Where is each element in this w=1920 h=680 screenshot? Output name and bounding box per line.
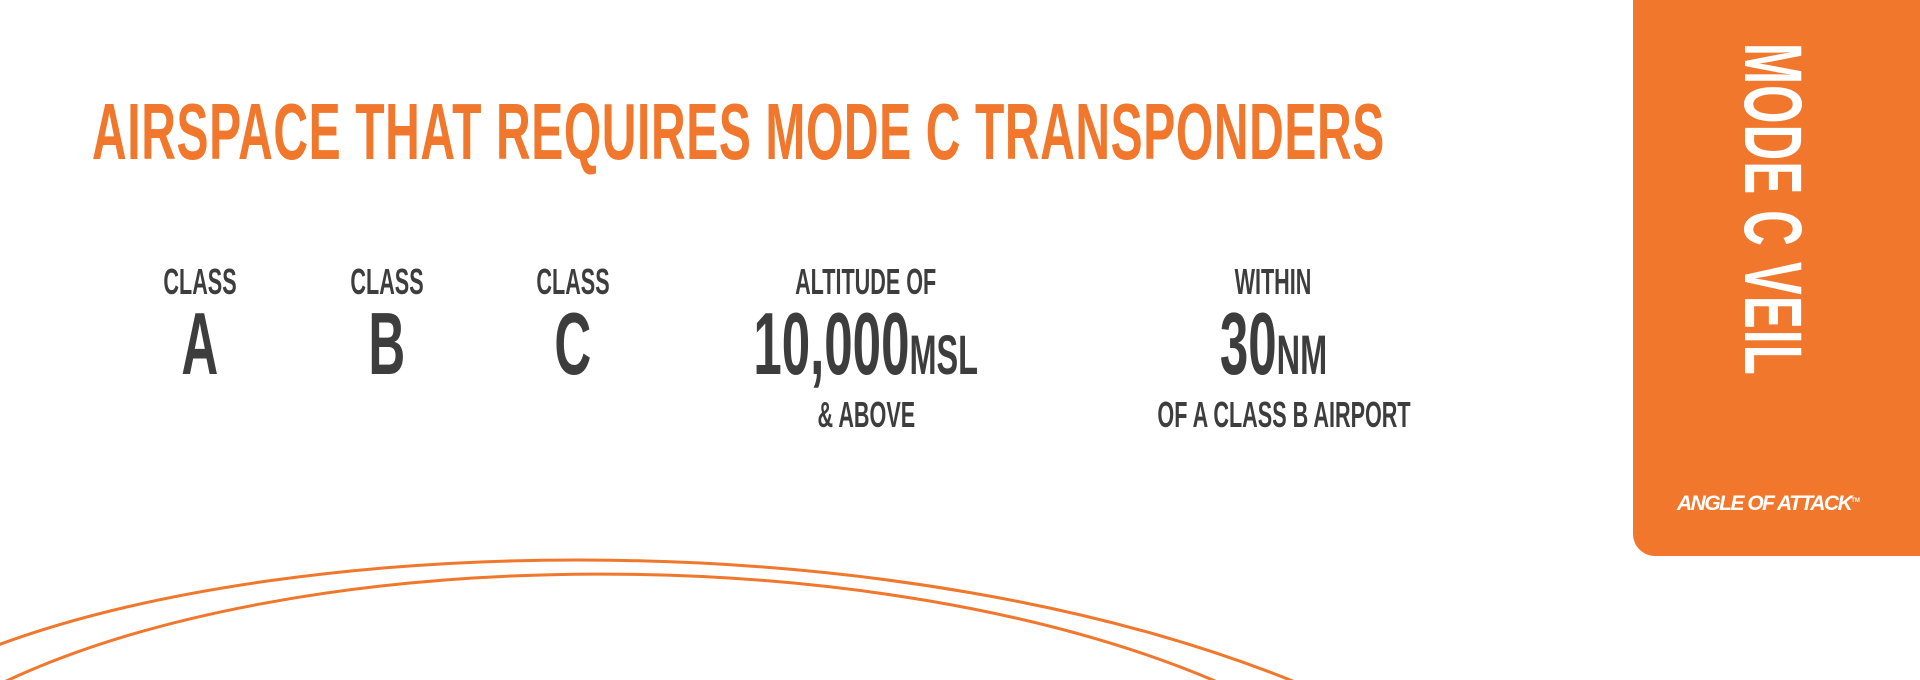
class-label: CLASS [536,261,610,302]
class-value: C [554,294,592,393]
class-c-column: CLASS C [373,261,773,393]
class-label: CLASS [163,261,237,302]
altitude-value: 10,000MSL [754,300,979,395]
class-b-column: CLASS B [187,261,587,393]
class-value: B [368,294,406,393]
angle-of-attack-logo: ANGLE OF ATTACKTM [1677,492,1860,516]
altitude-unit: MSL [909,323,979,386]
altitude-number: 10,000 [753,294,910,393]
logo-text: ANGLE OF ATTACK [1677,492,1853,515]
altitude-sub: & ABOVE [817,394,915,435]
vertical-title-text: MODE C VEIL [1727,43,1818,377]
class-label: CLASS [350,261,424,302]
altitude-label: ALTITUDE OF [795,261,937,302]
distance-value: 30NM [1219,300,1327,395]
altitude-column: ALTITUDE OF 10,000MSL & ABOVE [666,262,1066,435]
distance-number: 30 [1219,294,1277,393]
distance-unit: NM [1276,323,1327,386]
distance-sub: OF A CLASS B AIRPORT [1157,394,1411,435]
outer-arc [0,558,1294,680]
distance-column: WITHIN 30NM OF A CLASS B AIRPORT [1073,262,1473,435]
class-value: A [181,294,219,393]
class-a-column: CLASS A [0,261,400,393]
page-title: AIRSPACE THAT REQUIRES MODE C TRANSPONDE… [92,87,1385,176]
side-panel [1633,0,1920,556]
distance-label: WITHIN [1234,261,1312,302]
inner-arc [5,572,1217,680]
logo-trademark: TM [1851,498,1860,504]
